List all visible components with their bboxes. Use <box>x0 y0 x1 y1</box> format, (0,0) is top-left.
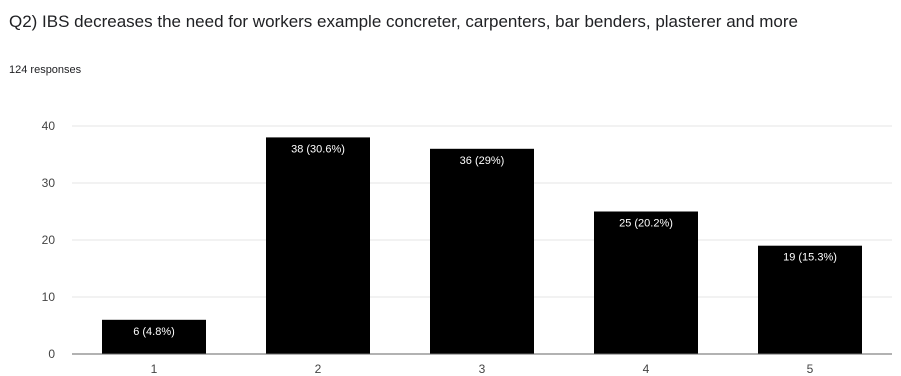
data-label: 19 (15.3%) <box>783 252 837 264</box>
bar-2[interactable] <box>266 137 370 354</box>
y-tick-label: 30 <box>42 176 56 190</box>
question-title: Q2) IBS decreases the need for workers e… <box>9 12 799 31</box>
data-labels: 6 (4.8%) 38 (30.6%) 36 (29%) 25 (20.2%) 19 (… <box>133 143 837 337</box>
x-tick-label: 5 <box>807 362 814 376</box>
x-tick-label: 1 <box>151 362 158 376</box>
bar-1[interactable] <box>102 319 206 354</box>
x-tick-label: 4 <box>643 362 650 376</box>
response-count: 124 responses <box>9 64 82 76</box>
y-tick-label: 40 <box>42 119 56 133</box>
y-tick-label: 0 <box>48 347 55 361</box>
bars <box>102 137 862 354</box>
bar-3[interactable] <box>430 148 534 354</box>
data-label: 25 (20.2%) <box>619 218 673 230</box>
data-label: 6 (4.8%) <box>133 326 175 338</box>
x-tick-label: 3 <box>479 362 486 376</box>
data-label: 38 (30.6%) <box>291 143 345 155</box>
y-tick-label: 10 <box>42 290 56 304</box>
data-label: 36 (29%) <box>460 155 505 167</box>
bar-4[interactable] <box>594 211 698 355</box>
y-axis-ticks: 0 10 20 30 40 <box>42 119 56 361</box>
y-tick-label: 20 <box>42 233 56 247</box>
x-tick-label: 2 <box>315 362 322 376</box>
bar-5[interactable] <box>758 245 862 354</box>
x-axis-ticks: 1 2 3 4 5 <box>151 362 814 376</box>
